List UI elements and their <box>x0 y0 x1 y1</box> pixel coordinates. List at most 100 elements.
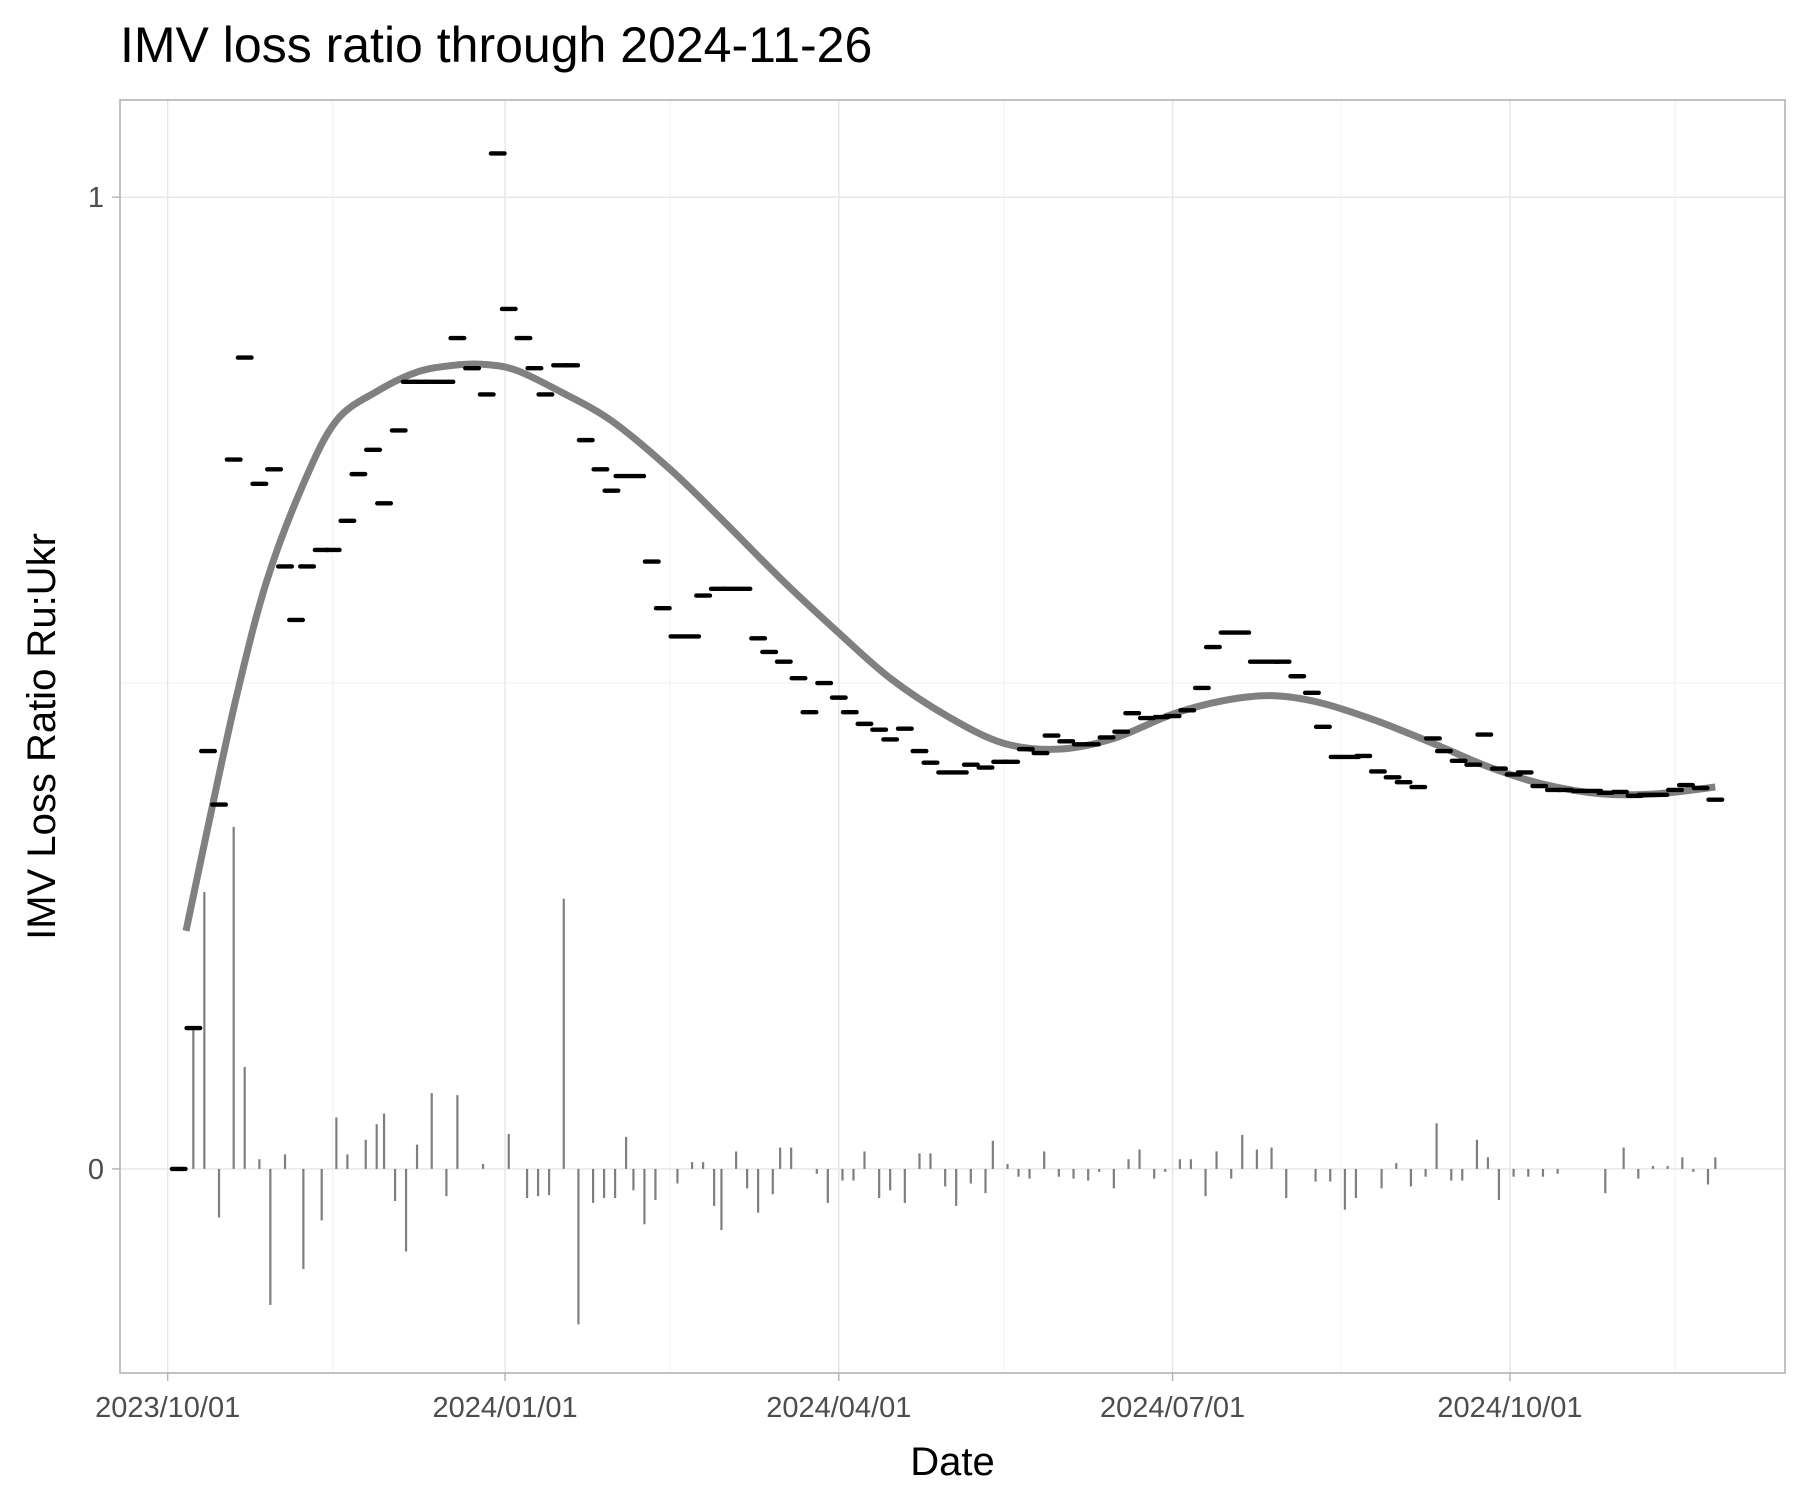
data-point <box>774 659 793 664</box>
data-point <box>349 471 368 477</box>
data-point <box>789 675 808 681</box>
data-point <box>422 379 441 385</box>
x-axis-title: Date <box>910 1440 995 1484</box>
data-point <box>910 748 929 754</box>
data-point <box>1676 782 1695 788</box>
data-point <box>235 355 254 360</box>
data-point <box>1247 659 1266 664</box>
data-point <box>1368 769 1387 774</box>
data-point <box>1273 659 1292 664</box>
data-point <box>1302 690 1321 695</box>
data-point <box>719 586 738 591</box>
data-point <box>364 447 383 453</box>
data-point <box>1313 724 1332 729</box>
data-point <box>1691 785 1710 791</box>
data-point <box>613 473 632 479</box>
data-point <box>683 634 702 639</box>
data-point <box>1706 797 1725 802</box>
bar-series <box>192 826 1717 1325</box>
data-point <box>1475 732 1494 737</box>
data-point <box>1218 630 1237 635</box>
x-tick-label: 2024/10/01 <box>1437 1392 1582 1424</box>
data-point <box>1097 735 1116 740</box>
data-point <box>1596 790 1615 796</box>
data-point <box>298 564 317 569</box>
data-point <box>760 649 779 655</box>
data-point <box>1137 715 1156 721</box>
x-tick-label: 2024/01/01 <box>432 1392 577 1424</box>
data-point <box>1016 746 1035 752</box>
data-point <box>881 737 900 742</box>
data-point <box>815 680 834 686</box>
data-point <box>338 518 357 523</box>
data-point <box>210 802 229 807</box>
data-point <box>536 392 555 397</box>
data-point <box>1328 754 1347 760</box>
data-point <box>287 617 306 623</box>
data-point <box>1449 758 1468 763</box>
data-point <box>694 593 713 598</box>
data-point <box>895 726 914 731</box>
x-tick-label: 2024/07/01 <box>1100 1392 1245 1424</box>
data-point <box>1423 736 1442 741</box>
data-point <box>448 335 467 341</box>
panel-border <box>119 99 1786 1374</box>
data-point <box>829 695 848 700</box>
data-point <box>1042 733 1061 738</box>
data-point <box>840 710 859 715</box>
data-point <box>525 366 544 371</box>
y-axis-title: IMV Loss Ratio Ru:Ukr <box>20 533 64 940</box>
data-point <box>1031 750 1050 756</box>
data-point <box>276 564 295 569</box>
data-point <box>477 392 496 397</box>
data-point <box>224 457 243 462</box>
data-point <box>1383 775 1402 780</box>
data-point <box>1394 779 1413 785</box>
data-point <box>1555 787 1574 793</box>
data-point <box>1163 713 1182 719</box>
data-point <box>1233 630 1252 635</box>
data-point <box>437 379 456 385</box>
data-point <box>1002 759 1021 764</box>
data-point <box>463 366 482 371</box>
data-point <box>1489 766 1508 771</box>
data-point <box>199 748 218 754</box>
data-point <box>591 467 610 472</box>
data-point <box>1288 674 1307 679</box>
data-point <box>184 1025 203 1031</box>
data-point <box>1082 742 1101 747</box>
x-tick-label: 2023/10/01 <box>95 1392 240 1424</box>
smooth-line-series <box>182 360 1716 932</box>
data-point <box>169 1166 188 1172</box>
data-point <box>961 762 980 767</box>
data-point <box>1057 739 1076 744</box>
point-series <box>169 151 1725 1172</box>
data-point <box>265 467 284 472</box>
data-point <box>602 488 621 493</box>
data-point <box>389 428 408 433</box>
y-tick-label: 0 <box>88 1154 104 1186</box>
data-point <box>1665 787 1684 793</box>
data-point <box>976 765 995 770</box>
data-point <box>375 501 394 506</box>
data-point <box>921 760 940 765</box>
data-point <box>1636 792 1655 798</box>
data-point <box>749 636 768 641</box>
axis-ticks: 2023/10/01 2024/01/01 2024/04/01 2024/07/01… <box>88 182 1583 1424</box>
data-point <box>1515 770 1534 775</box>
data-point <box>514 335 533 341</box>
data-point <box>1651 792 1670 798</box>
data-point <box>936 770 955 775</box>
data-point <box>323 547 342 553</box>
data-point <box>1464 762 1483 767</box>
data-point <box>1434 748 1453 754</box>
data-point <box>499 306 518 312</box>
data-point <box>1354 753 1373 759</box>
data-point <box>855 721 874 727</box>
data-point <box>562 363 581 368</box>
data-point <box>1570 788 1589 794</box>
data-point <box>800 710 819 715</box>
data-point <box>642 559 661 564</box>
y-tick-label: 1 <box>88 182 104 214</box>
